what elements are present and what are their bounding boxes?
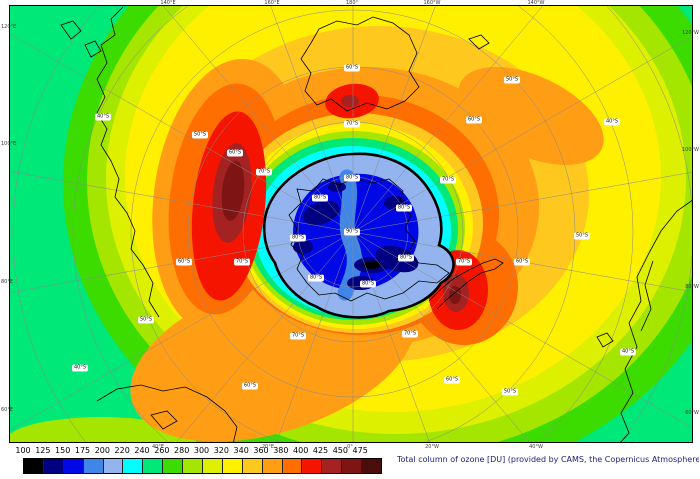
grid-label: 40°S bbox=[71, 364, 89, 372]
grid-label: 60°S bbox=[465, 116, 483, 124]
grid-label: 80°S bbox=[359, 280, 377, 288]
grid-label: 60°S bbox=[175, 258, 193, 266]
edge-label: 60°W bbox=[685, 410, 699, 416]
edge-label: 40°E bbox=[151, 444, 165, 450]
colorbar-tick-label: 320 bbox=[213, 446, 229, 455]
colorbar-cell bbox=[302, 459, 323, 473]
colorbar-cell bbox=[83, 459, 104, 473]
grid-label: 70°S bbox=[455, 258, 473, 266]
edge-label: 20°E bbox=[261, 444, 275, 450]
grid-label: 40°S bbox=[619, 348, 637, 356]
edge-label: 120°E bbox=[1, 24, 17, 30]
colorbar-cell bbox=[43, 459, 64, 473]
grid-label: 80°S bbox=[307, 274, 325, 282]
grid-label: 40°S bbox=[603, 118, 621, 126]
colorbar-tick-label: 450 bbox=[332, 446, 348, 455]
edge-label: 100°W bbox=[682, 147, 699, 153]
colorbar-tick-label: 100 bbox=[15, 446, 31, 455]
colorbar-tick-label: 240 bbox=[134, 446, 150, 455]
grid-label: 80°S bbox=[397, 254, 415, 262]
colorbar-cell bbox=[242, 459, 263, 473]
colorbar-cell bbox=[362, 459, 382, 473]
colorbar bbox=[23, 458, 382, 474]
grid-label: 60°S bbox=[343, 64, 361, 72]
colorbar-cell bbox=[262, 459, 283, 473]
colorbar-tick-label: 425 bbox=[312, 446, 329, 455]
grid-label: 70°S bbox=[343, 120, 361, 128]
colorbar-cell bbox=[163, 459, 184, 473]
colorbar-labels: 100 125 150 175 200 220 240 260 280 300 320 340 360 3… bbox=[15, 446, 380, 456]
grid-label: 80°S bbox=[343, 174, 361, 182]
edge-label: 60°E bbox=[1, 407, 14, 413]
colorbar-cell bbox=[123, 459, 144, 473]
grid-label: 70°S bbox=[439, 176, 457, 184]
colorbar-cell bbox=[322, 459, 343, 473]
edge-label: 80°E bbox=[1, 279, 14, 285]
grid-label: 50°S bbox=[573, 232, 591, 240]
edge-label: 40°W bbox=[529, 444, 543, 450]
coastlines bbox=[60, 6, 692, 442]
edge-label: 140°E bbox=[160, 0, 176, 6]
colorbar-tick-label: 340 bbox=[233, 446, 249, 455]
edge-label: 160°E bbox=[264, 0, 280, 6]
map-frame bbox=[9, 5, 693, 443]
colorbar-tick-label: 150 bbox=[55, 446, 71, 455]
colorbar-cell bbox=[103, 459, 124, 473]
grid-label: 60°S bbox=[226, 149, 244, 157]
colorbar-cell bbox=[24, 459, 44, 473]
grid-label: 70°S bbox=[233, 258, 251, 266]
grid-label: 50°S bbox=[501, 388, 519, 396]
grid-label: 60°S bbox=[513, 258, 531, 266]
edge-label: 100°E bbox=[1, 141, 17, 147]
grid-label: 80°S bbox=[289, 234, 307, 242]
colorbar-tick-label: 380 bbox=[273, 446, 289, 455]
edge-label: 0° bbox=[347, 444, 353, 450]
grid-label: 80°S bbox=[395, 204, 413, 212]
colorbar-cell bbox=[282, 459, 303, 473]
grid-label: 70°S bbox=[255, 168, 273, 176]
colorbar-cell bbox=[63, 459, 84, 473]
colorbar-tick-label: 125 bbox=[35, 446, 51, 455]
colorbar-cell bbox=[143, 459, 164, 473]
edge-label: 180° bbox=[345, 0, 359, 6]
grid-label: 60°S bbox=[241, 382, 259, 390]
edge-label: 20°W bbox=[425, 444, 439, 450]
colorbar-tick-label: 200 bbox=[94, 446, 110, 455]
edge-label: 140°W bbox=[527, 0, 545, 6]
grid-label: 40°S bbox=[94, 113, 112, 121]
edge-label: 80°W bbox=[685, 284, 699, 290]
grid-label: 50°S bbox=[137, 316, 155, 324]
grid-label: 70°S bbox=[401, 330, 419, 338]
colorbar-cell bbox=[222, 459, 243, 473]
ozone-hole-contour bbox=[262, 152, 455, 319]
colorbar-tick-label: 260 bbox=[154, 446, 170, 455]
edge-label: 160°W bbox=[423, 0, 441, 6]
colorbar-tick-label: 360 bbox=[253, 446, 269, 455]
colorbar-tick-label: 175 bbox=[74, 446, 91, 455]
grid-label: 60°S bbox=[443, 376, 461, 384]
colorbar-tick-label: 400 bbox=[293, 446, 309, 455]
colorbar-cell bbox=[183, 459, 204, 473]
ozone-map bbox=[10, 6, 692, 442]
grid-label: 90°S bbox=[343, 228, 361, 236]
colorbar-cell bbox=[203, 459, 223, 473]
colorbar-tick-label: 475 bbox=[352, 446, 368, 455]
grid-label: 50°S bbox=[503, 76, 521, 84]
colorbar-cell bbox=[342, 459, 363, 473]
edge-label: 120°W bbox=[682, 30, 699, 36]
grid-label: 80°S bbox=[311, 194, 329, 202]
grid-label: 70°S bbox=[289, 332, 307, 340]
grid-label: 50°S bbox=[191, 131, 209, 139]
colorbar-tick-label: 220 bbox=[114, 446, 130, 455]
colorbar-tick-label: 280 bbox=[174, 446, 190, 455]
caption: Total column of ozone [DU] (provided by … bbox=[397, 455, 699, 464]
colorbar-tick-label: 300 bbox=[193, 446, 210, 455]
